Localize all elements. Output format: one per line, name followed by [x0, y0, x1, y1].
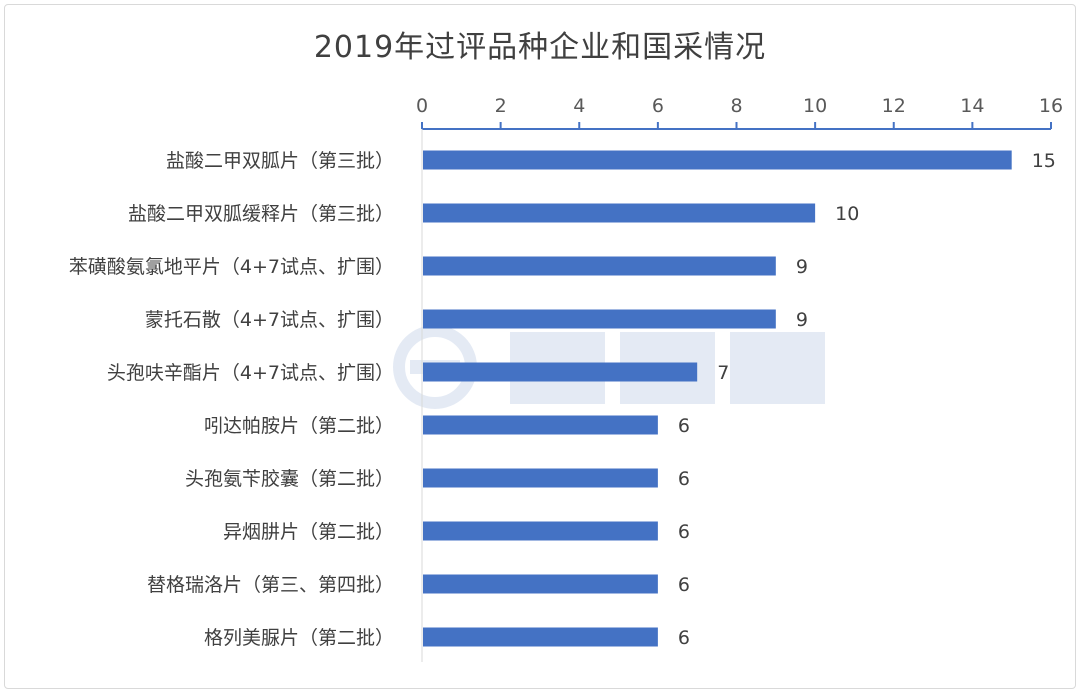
x-tick-label: 14 — [960, 95, 984, 117]
chart-title: 2019年过评品种企业和国采情况 — [313, 30, 767, 65]
bar — [423, 574, 658, 594]
category-label: 盐酸二甲双胍缓释片（第三批） — [128, 203, 394, 225]
bar — [423, 309, 776, 329]
bar — [423, 203, 816, 223]
data-label: 10 — [835, 203, 859, 225]
data-label: 15 — [1032, 150, 1056, 172]
category-label: 吲达帕胺片（第二批） — [204, 415, 394, 437]
data-label: 6 — [678, 521, 690, 543]
bar — [423, 362, 698, 382]
data-label: 9 — [796, 309, 808, 331]
x-tick-label: 8 — [730, 95, 742, 117]
x-tick-label: 0 — [416, 95, 428, 117]
category-label: 盐酸二甲双胍片（第三批） — [166, 150, 394, 172]
category-label: 替格瑞洛片（第三、第四批） — [147, 574, 394, 596]
bar — [423, 521, 658, 541]
category-label: 头孢呋辛酯片（4+7试点、扩围） — [107, 362, 394, 384]
category-label: 格列美脲片（第二批） — [204, 627, 394, 649]
data-label: 6 — [678, 574, 690, 596]
bar — [423, 627, 658, 647]
x-tick-label: 16 — [1039, 95, 1063, 117]
data-label: 6 — [678, 627, 690, 649]
x-tick-label: 4 — [573, 95, 585, 117]
data-label: 6 — [678, 468, 690, 490]
category-label: 苯磺酸氨氯地平片（4+7试点、扩围） — [69, 256, 394, 278]
x-tick-label: 6 — [652, 95, 664, 117]
bar — [423, 415, 658, 435]
x-tick-label: 10 — [803, 95, 827, 117]
data-label: 9 — [796, 256, 808, 278]
data-label: 6 — [678, 415, 690, 437]
data-label: 7 — [717, 362, 729, 384]
x-tick-label: 2 — [495, 95, 507, 117]
category-label: 蒙托石散（4+7试点、扩围） — [145, 309, 394, 331]
bar — [423, 256, 776, 276]
bar — [423, 468, 658, 488]
category-label: 头孢氨苄胶囊（第二批） — [185, 468, 394, 490]
bar — [423, 150, 1012, 170]
category-label: 异烟肼片（第二批） — [223, 521, 394, 543]
x-tick-label: 12 — [882, 95, 906, 117]
